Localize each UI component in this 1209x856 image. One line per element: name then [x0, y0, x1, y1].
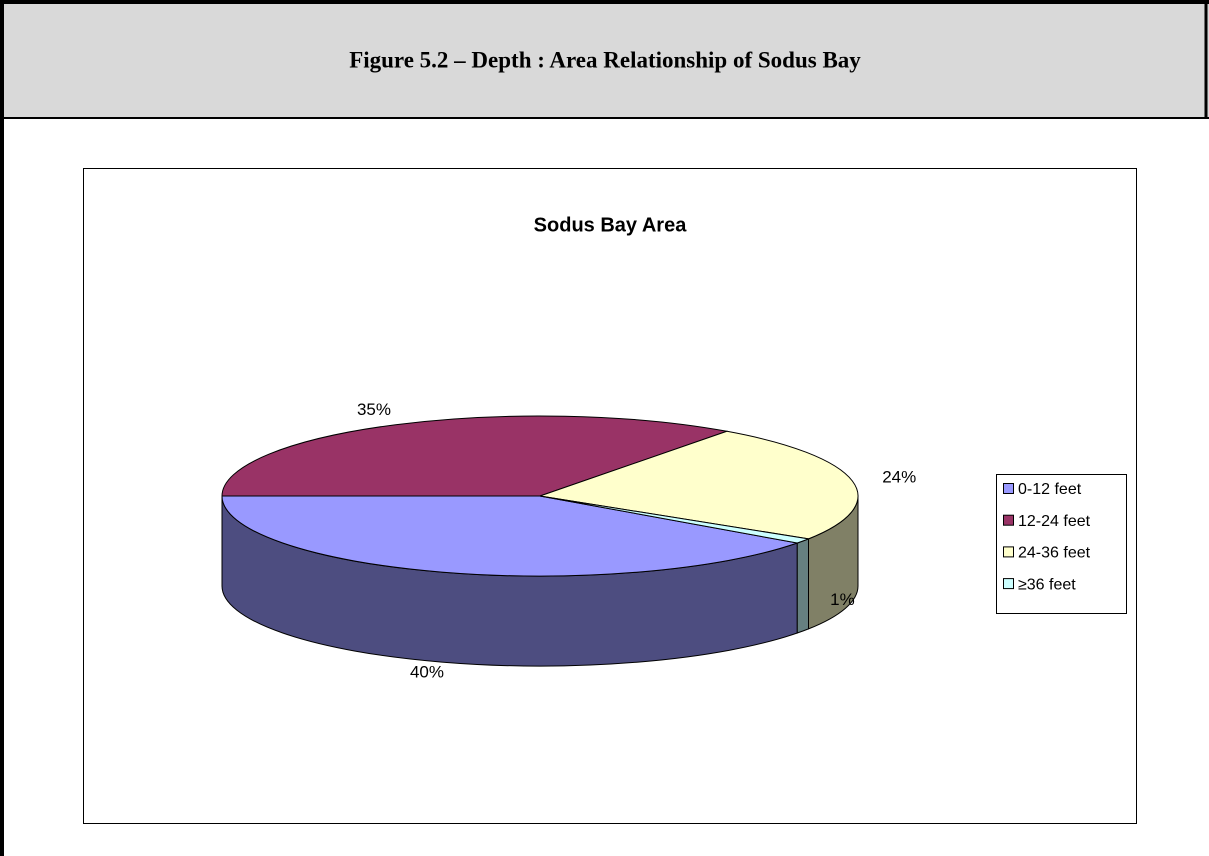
data-label: 35% — [357, 400, 391, 419]
legend-label: 24-36 feet — [1018, 545, 1091, 562]
legend-label: 12-24 feet — [1018, 513, 1091, 530]
legend-swatch — [1003, 514, 1014, 526]
header-band — [0, 0, 1209, 118]
data-label: 40% — [410, 662, 444, 681]
legend-label: 0-12 feet — [1018, 481, 1082, 498]
pie-slice — [539, 495, 811, 544]
legend-swatch — [1003, 578, 1014, 590]
pie-slice — [221, 495, 800, 577]
chart-title: Sodus Bay Area — [534, 214, 688, 236]
legend-label: ≥36 feet — [1018, 576, 1076, 593]
pie-slice — [539, 430, 859, 540]
legend-swatch — [1003, 546, 1014, 558]
pie — [221, 415, 859, 667]
figure-title: Figure 5.2 – Depth : Area Relationship o… — [349, 47, 861, 72]
legend-swatch — [1003, 483, 1014, 494]
legend-box — [996, 474, 1127, 614]
pie-slice — [221, 415, 729, 497]
data-label: 1% — [830, 590, 855, 609]
data-label: 24% — [882, 467, 916, 486]
pie-slice-side — [796, 538, 809, 634]
